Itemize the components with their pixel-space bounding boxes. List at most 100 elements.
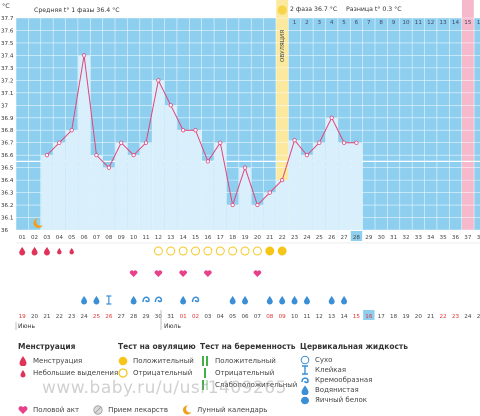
pink-band [461, 0, 475, 230]
calendar-day-label: 12 [316, 314, 323, 320]
watery-drop-icon [266, 296, 273, 305]
legend-cervical-fluid: Цервикальная жидкость Сухо Клейкая Кремо… [300, 342, 408, 405]
y-tick-label: 36.8 [1, 128, 14, 134]
top-day-label: 6 [355, 20, 359, 26]
watery-drop-icon [303, 296, 310, 305]
legend-item: Отрицательный [200, 367, 297, 379]
y-tick-label: 37.7 [1, 16, 14, 22]
watery-drop-icon [180, 296, 187, 305]
y-tick-label: 37 [1, 103, 9, 109]
top-day-label: 10 [402, 20, 410, 26]
temperature-bar [65, 130, 78, 230]
top-day-label: 16 [477, 20, 480, 26]
legend-item: Отрицательный [118, 367, 196, 379]
cycle-day-label: 04 [56, 235, 64, 241]
legend-item: Яичный белок [300, 395, 408, 405]
watery-drop-icon [242, 296, 249, 305]
top-day-label: 11 [415, 20, 423, 26]
creamy-icon [142, 296, 150, 303]
y-tick-label: 37.3 [1, 66, 14, 72]
temperature-point [317, 140, 322, 145]
y-tick-label: 37.4 [1, 53, 14, 59]
calendar-day-label: 27 [118, 314, 126, 320]
y-unit-label: °C [2, 2, 10, 10]
ovulation-test-negative [153, 246, 163, 256]
legend-bottom-row: Половой акт Прием лекарств Лунный календ… [18, 404, 267, 416]
top-day-label: 9 [392, 20, 396, 26]
legend-title: Тест на беременность [200, 342, 296, 351]
temp-difference: Разница t° 0.3 °C [346, 5, 402, 13]
cycle-day-label: 05 [68, 235, 76, 241]
temperature-point [81, 53, 87, 58]
y-tick-label: 36.4 [1, 178, 14, 184]
temperature-point [205, 159, 210, 164]
cycle-day-label: 13 [167, 235, 175, 241]
calendar-day-label: 01 [180, 314, 188, 320]
heart-icon [129, 270, 138, 277]
legend-pregnancy-test: Тест на беременность Положительный Отриц… [200, 342, 297, 391]
cycle-day-label: 32 [402, 235, 409, 241]
cycle-day-label: 38 [477, 235, 480, 241]
temperature-point [131, 153, 136, 158]
cycle-day-label: 20 [254, 235, 262, 241]
small-drop-icon [18, 368, 28, 378]
ovulation-label: ОВУЛЯЦИЯ [280, 30, 286, 62]
single-bar-icon [200, 368, 210, 378]
calendar-day-label: 06 [241, 314, 249, 320]
top-day-label: 13 [440, 20, 448, 26]
calendar-day-label: 15 [353, 314, 361, 320]
y-tick-label: 36 [1, 228, 9, 234]
temperature-bar [226, 205, 239, 230]
temperature-bar [239, 167, 251, 230]
calendar-day-label: 23 [68, 314, 76, 320]
legend-item: Положительный [200, 355, 297, 367]
calendar-day-label: 14 [341, 314, 349, 320]
ovulation-test-positive [265, 246, 275, 256]
top-strip [16, 0, 480, 18]
calendar-day-label: 20 [415, 314, 423, 320]
menstruation-drop [31, 247, 38, 256]
cycle-day-label: 02 [31, 235, 38, 241]
calendar-day-label: 19 [19, 314, 27, 320]
legend-item: Небольшие выделения [18, 367, 118, 379]
temperature-point [69, 128, 74, 133]
menstruation-drop [43, 247, 50, 256]
temperature-point [119, 140, 124, 145]
temperature-bar [350, 142, 363, 230]
top-day-label: 5 [342, 20, 346, 26]
cycle-day-label: 03 [43, 235, 51, 241]
cycle-day-label: 12 [155, 235, 162, 241]
legend-item: Менструация [18, 355, 118, 367]
egg-white-icon [300, 395, 310, 405]
faint-bar-icon [200, 380, 210, 390]
cycle-day-label: 27 [341, 235, 349, 241]
temperature-bar [102, 167, 115, 230]
calendar-day-label: 04 [217, 314, 225, 320]
temperature-point [143, 140, 149, 145]
temperature-bar [164, 105, 177, 230]
y-tick-label: 36.3 [1, 191, 14, 197]
temperature-bar [140, 142, 152, 230]
highlight-day-cell [350, 231, 363, 241]
legend-item: Лунный календарь [182, 404, 267, 416]
heart-icon [179, 270, 187, 277]
heart-icon [154, 270, 163, 277]
temperature-point [156, 78, 161, 83]
cycle-day-label: 10 [130, 235, 138, 241]
calendar-day-label: 19 [402, 314, 410, 320]
phase2-mean: 2 фаза 36.7 °C [290, 5, 337, 13]
calendar-day-label: 29 [142, 314, 150, 320]
temperature-bar [152, 80, 165, 231]
heart-icon [253, 270, 262, 277]
ovulation-test-negative [240, 246, 250, 256]
temperature-bar [313, 142, 326, 230]
cycle-day-label: 37 [464, 235, 472, 241]
temperature-bar [251, 205, 264, 230]
cycle-day-label: 16 [204, 235, 212, 241]
bbt-chart: 37.737.637.537.437.337.237.13736.936.836… [1, 0, 480, 330]
legend-item: Слабоположительный [200, 379, 297, 391]
watery-drop-icon [300, 385, 310, 396]
y-tick-label: 36.9 [1, 116, 14, 122]
phase1-mean: Средняя t° 1 фазы 36.4 °C [34, 6, 120, 14]
legend-item: Сухо [300, 355, 408, 365]
